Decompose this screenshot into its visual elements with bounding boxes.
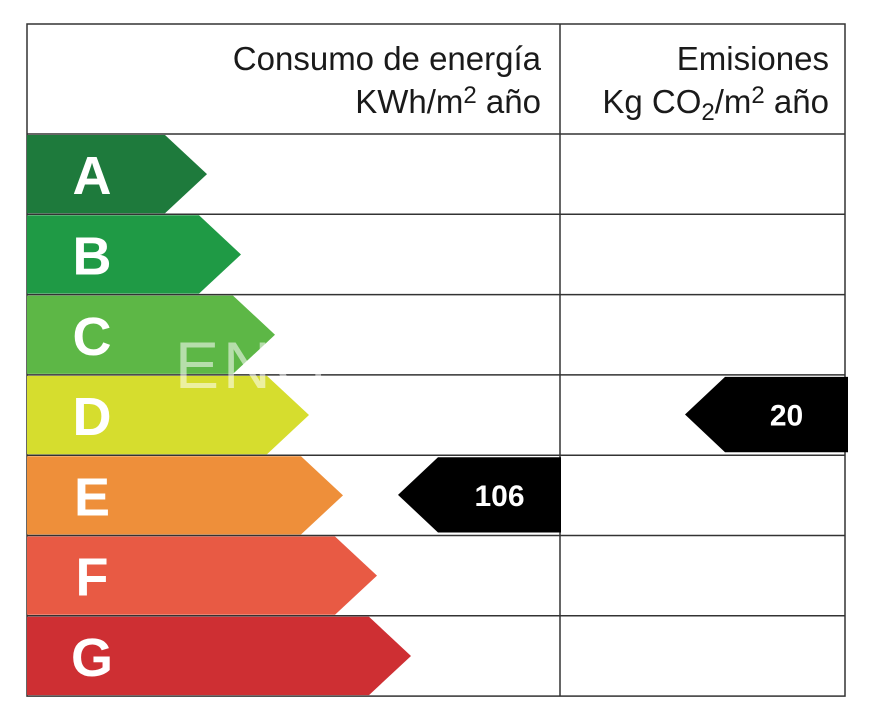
rating-row-g: G: [27, 616, 411, 696]
rating-row-e: E: [27, 456, 343, 535]
rating-letter-e: E: [74, 467, 110, 527]
rating-arrow-b: [27, 215, 241, 294]
table-grid: [26, 23, 846, 697]
rating-arrow-e: [27, 456, 343, 535]
rating-letter-a: A: [73, 146, 112, 206]
rating-arrow-c: [27, 295, 275, 374]
consumption-header-unit: KWh/m2 año: [355, 82, 541, 120]
consumption-header-title: Consumo de energía: [233, 40, 542, 77]
emissions-indicator-arrow: [685, 376, 848, 453]
rating-arrow-a: [27, 135, 207, 214]
emissions-header-title: Emisiones: [677, 40, 829, 77]
rating-indicators: 106 20: [398, 376, 848, 533]
rating-arrow-f: [27, 536, 377, 615]
rating-letter-d: D: [73, 387, 112, 447]
rating-row-c: C: [27, 295, 275, 374]
emissions-indicator-value: 20: [770, 400, 803, 433]
emissions-indicator: 20: [685, 376, 848, 453]
emissions-header-unit: Kg CO2/m2 año: [602, 82, 829, 126]
consumption-indicator-arrow: [398, 457, 561, 533]
rating-letter-g: G: [71, 628, 113, 688]
rating-row-b: B: [27, 215, 241, 294]
rating-row-d: D: [27, 375, 309, 455]
rating-letter-f: F: [76, 548, 109, 608]
consumption-indicator: 106: [398, 457, 561, 533]
consumption-indicator-value: 106: [474, 480, 524, 513]
rating-arrow-d: [27, 375, 309, 455]
rating-row-a: A: [27, 135, 207, 214]
rating-arrow-g: [27, 616, 411, 696]
rating-letter-c: C: [73, 307, 112, 367]
rating-row-f: F: [27, 536, 377, 615]
rating-letter-b: B: [73, 226, 112, 286]
watermark-text: ENG: [175, 328, 330, 402]
